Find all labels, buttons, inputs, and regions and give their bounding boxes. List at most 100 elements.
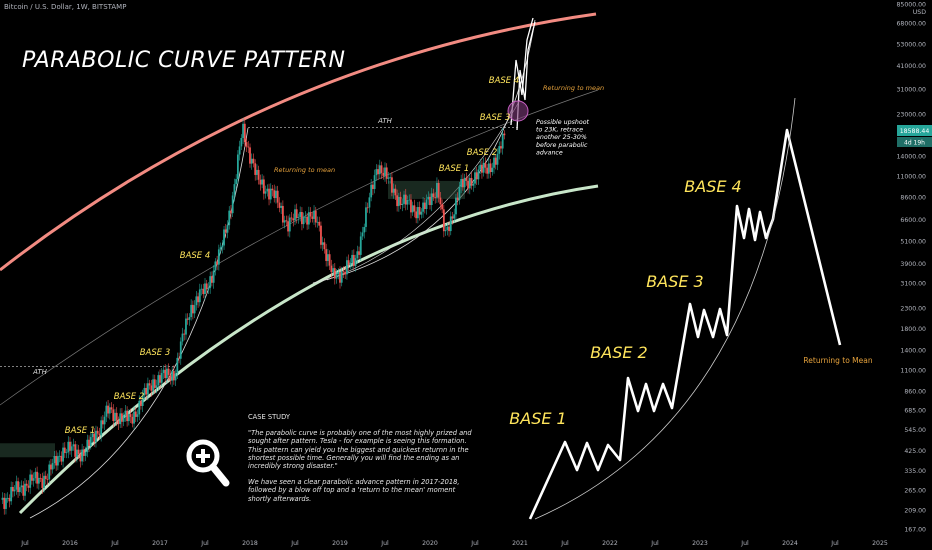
candle-body <box>328 254 331 266</box>
candle-body <box>406 199 409 205</box>
candle-body <box>346 260 348 275</box>
candle-body <box>119 413 122 425</box>
candle-body <box>461 178 464 188</box>
candle-body <box>456 197 459 200</box>
y-tick-label: 3100.00 <box>900 280 926 287</box>
candle-body <box>477 169 480 180</box>
candle-body <box>136 414 139 417</box>
candle-body <box>25 483 28 486</box>
x-tick-label: 2018 <box>242 540 258 547</box>
candle-body <box>475 172 478 180</box>
candle-body <box>74 444 77 457</box>
candle-body <box>276 190 279 203</box>
candle-body <box>233 184 236 196</box>
candle-body <box>474 172 476 184</box>
candle-body <box>181 333 184 342</box>
candle-body <box>484 162 487 168</box>
y-tick-label: 5100.00 <box>900 238 926 245</box>
candle-body <box>314 210 317 223</box>
candle-body <box>410 199 412 213</box>
candle-body <box>401 203 404 206</box>
candle-body <box>211 276 213 283</box>
candle-body <box>335 274 338 279</box>
candle-body <box>250 158 253 164</box>
candle-body <box>423 202 426 210</box>
candle-body <box>313 210 315 219</box>
schematic-label-base-4: BASE 4 <box>684 177 741 196</box>
highlight-circle <box>507 100 529 122</box>
candle-body <box>230 210 232 214</box>
candle-body <box>197 296 199 303</box>
upshoot-note-line: before parabolic <box>536 142 588 149</box>
candle-body <box>269 188 272 200</box>
label-base-1-2017: BASE 1 <box>65 426 96 436</box>
candle-body <box>264 191 267 194</box>
candle-body <box>392 188 395 193</box>
candle-body <box>349 262 352 266</box>
candle-body <box>422 202 424 212</box>
candle-body <box>84 452 87 456</box>
candle-body <box>117 420 120 425</box>
candle-body <box>190 304 193 318</box>
candle-body <box>126 410 129 422</box>
y-tick-label: 11000.00 <box>896 174 926 181</box>
candle-body <box>311 216 314 219</box>
candle-body <box>58 455 61 457</box>
candle-body <box>479 164 482 170</box>
candle-body <box>89 437 92 447</box>
candle-body <box>169 374 172 381</box>
candle-body <box>321 242 324 245</box>
candle-body <box>174 373 177 381</box>
candle-body <box>148 383 151 386</box>
candle-body <box>465 177 468 181</box>
y-tick-label: 335.00 <box>904 468 926 475</box>
candle-body <box>444 229 447 232</box>
x-tick-label: Jul <box>290 540 299 547</box>
candle-body <box>432 193 435 198</box>
candle-body <box>39 477 42 479</box>
candle-body <box>351 254 354 263</box>
candle-body <box>266 188 269 192</box>
candle-body <box>8 497 11 502</box>
candle-body <box>399 196 402 206</box>
candle-body <box>1 497 4 500</box>
magnify-icon <box>184 437 232 489</box>
candle-body <box>60 455 63 462</box>
case-study-heading: CASE STUDY <box>248 413 290 421</box>
candle-body <box>420 211 423 215</box>
candle-body <box>500 146 502 149</box>
candle-body <box>121 413 123 422</box>
x-tick-label: 2016 <box>62 540 78 547</box>
mean-trendline <box>0 89 599 406</box>
candle-body <box>6 497 9 499</box>
candle-body <box>79 454 82 462</box>
candle-body <box>247 146 250 148</box>
candle-body <box>411 205 414 213</box>
y-tick-label: 41000.00 <box>896 63 926 70</box>
x-tick-label: Jul <box>470 540 479 547</box>
candle-body <box>243 123 246 143</box>
candle-body <box>143 387 146 396</box>
candle-body <box>238 146 241 155</box>
y-tick-label: 1400.00 <box>900 347 926 354</box>
x-tick-label: 2019 <box>332 540 348 547</box>
candle-body <box>326 254 329 261</box>
candle-body <box>46 479 49 480</box>
candle-body <box>115 412 118 421</box>
candle-body <box>245 142 248 147</box>
candle-body <box>48 464 51 480</box>
x-tick-label: 2020 <box>422 540 438 547</box>
candle-body <box>223 229 225 246</box>
candle-body <box>325 249 328 261</box>
candle-body <box>185 318 187 335</box>
candle-body <box>340 271 343 283</box>
candle-body <box>17 481 19 493</box>
candle-body <box>434 197 437 198</box>
candle-body <box>370 184 373 198</box>
candle-body <box>157 375 160 386</box>
x-tick-label: Jul <box>560 540 569 547</box>
candle-body <box>396 195 399 207</box>
candle-body <box>162 369 165 374</box>
label-base-4-2017: BASE 4 <box>180 251 211 261</box>
